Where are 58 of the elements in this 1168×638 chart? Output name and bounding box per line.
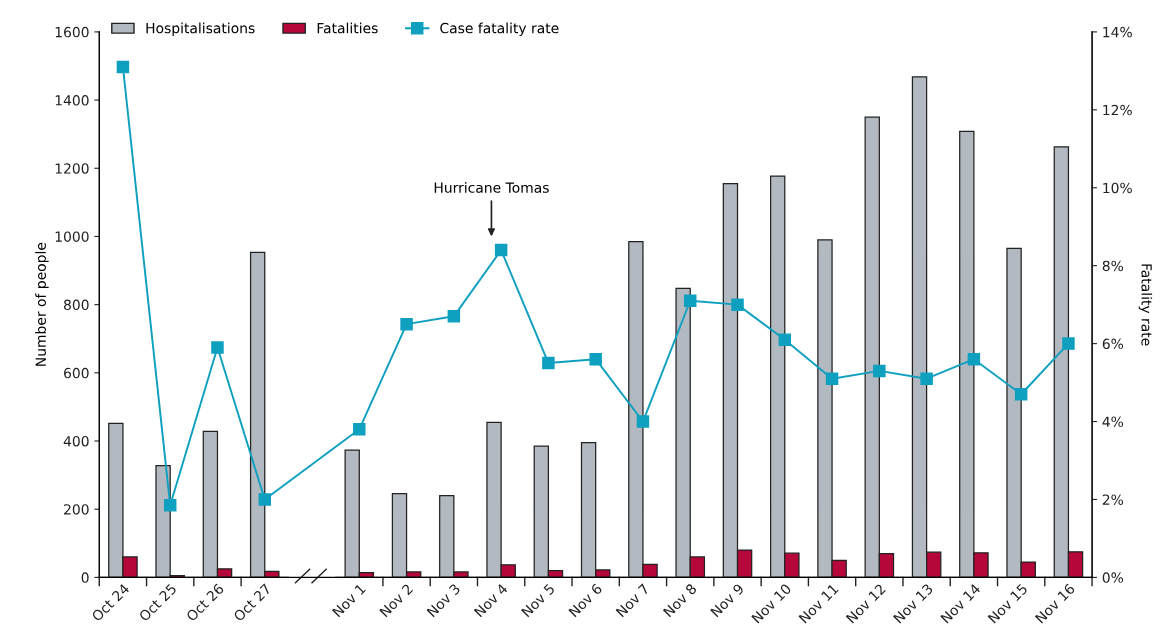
point [211,341,224,354]
point [1062,337,1075,350]
point [920,372,933,385]
point [1014,388,1028,401]
point [589,352,602,366]
y-tick-label: 400 [63,435,89,447]
y2-tick-label: 2% [1102,494,1124,505]
y2-tick-label: 12% [1103,104,1132,116]
x-tick-label: Nov 2 [379,583,414,618]
y-axis-title: Number of people [35,242,49,366]
x-tick-label: Nov 5 [521,583,556,618]
x-tick-label: Oct 25 [138,583,177,622]
y-tick-label: 0 [81,572,89,583]
y-tick-label: 800 [63,299,89,311]
x-tick-label: Nov 7 [615,583,650,618]
legend-label: Hospitalisations [146,22,255,37]
point [683,294,697,307]
point [116,60,130,74]
x-tick-label: Nov 1 [332,583,366,618]
x-tick-label: Nov 16 [1034,583,1076,624]
y2-tick-label: 0% [1102,572,1124,583]
x-tick-label: Nov 3 [426,583,461,618]
point [731,298,744,311]
y-tick-label: 1600 [55,26,89,38]
point [494,243,508,257]
point [163,499,177,512]
y2-tick-label: 4% [1102,416,1124,428]
legend-label: Fatalities [317,22,378,34]
y-tick-label: 600 [64,367,89,379]
y2-tick-label: 14% [1103,26,1132,38]
point [542,356,555,370]
annotation: Hurricane Tomas [434,182,549,193]
x-tick-label: Nov 8 [662,583,698,618]
x-tick-label: Oct 27 [232,583,272,622]
x-tick-label: Nov 12 [845,583,886,624]
point [447,310,461,323]
y-tick-label: 1400 [55,95,89,106]
point [778,333,792,346]
x-tick-label: Nov 4 [473,583,509,618]
y2-tick-label: 8% [1102,260,1124,272]
legend-label: Case fatality rate [440,22,559,37]
point [353,423,366,436]
point [636,415,650,428]
x-tick-label: Oct 24 [91,582,130,622]
point [967,352,981,366]
point [873,364,886,378]
point [825,372,839,385]
y2-tick-label: 6% [1102,338,1124,350]
x-tick-label: Oct 26 [185,583,225,622]
y2-tick-label: 10% [1103,182,1132,194]
point [258,493,271,506]
y-tick-label: 200 [64,504,89,515]
point [400,317,413,331]
x-tick-label: Nov 9 [710,583,745,618]
x-tick-label: Nov 6 [568,583,603,618]
y-tick-label: 1200 [55,163,89,174]
y-tick-label: 1000 [55,231,89,242]
y2-axis-title: Fatality rate [1138,264,1153,346]
